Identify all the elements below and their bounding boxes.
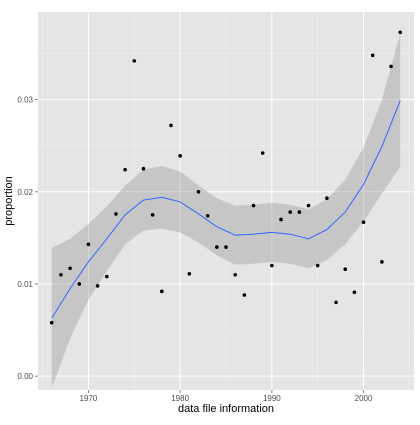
- data-point: [380, 260, 384, 264]
- x-tick-label: 1990: [263, 394, 281, 403]
- data-point: [187, 272, 192, 276]
- smooth-curve: [51, 100, 401, 319]
- data-point: [260, 151, 265, 155]
- data-point: [398, 30, 403, 35]
- data-point: [95, 284, 100, 288]
- smooth-line: [51, 100, 401, 319]
- data-point: [59, 272, 63, 277]
- data-point: [150, 213, 155, 217]
- data-point: [306, 203, 311, 208]
- data-point: [251, 203, 256, 208]
- x-tick-label: 1980: [171, 394, 189, 403]
- x-tick-label: 2000: [355, 394, 373, 403]
- y-tick-label: 0.03: [17, 96, 33, 105]
- y-axis-title: proportion: [3, 176, 15, 226]
- data-point: [325, 196, 329, 201]
- data-point: [196, 189, 201, 194]
- y-axis-ticks: 0.00 0.01 0.02 0.03: [17, 96, 38, 381]
- data-point: [215, 245, 219, 249]
- data-point: [370, 53, 375, 58]
- y-tick-label: 0.00: [17, 372, 33, 381]
- data-point: [343, 267, 348, 272]
- data-point: [132, 59, 137, 63]
- data-point: [361, 220, 366, 225]
- data-point: [242, 293, 247, 297]
- data-point: [123, 167, 127, 172]
- data-point: [352, 290, 357, 295]
- y-tick-label: 0.02: [17, 188, 33, 197]
- confidence-ribbon: [51, 34, 401, 389]
- data-point: [224, 245, 228, 249]
- data-point: [389, 64, 393, 69]
- data-point: [315, 263, 320, 268]
- grid-major: [38, 12, 414, 390]
- grid-minor: [38, 12, 414, 390]
- data-point: [270, 263, 274, 268]
- data-point: [334, 300, 338, 305]
- x-axis-ticks: 1970 1980 1990 2000: [80, 390, 373, 403]
- data-point: [141, 166, 146, 171]
- x-tick-label: 1970: [80, 394, 98, 403]
- confidence-band: [51, 34, 401, 389]
- data-point: [49, 320, 54, 325]
- data-point: [279, 217, 283, 222]
- data-point: [160, 289, 164, 294]
- x-axis-title: data file information: [178, 403, 274, 415]
- data-points: [49, 30, 403, 325]
- data-point: [233, 272, 237, 277]
- data-point: [114, 212, 118, 216]
- data-point: [178, 154, 182, 158]
- y-tick-label: 0.01: [17, 280, 33, 289]
- data-point: [169, 123, 173, 128]
- data-point: [104, 274, 109, 279]
- data-point: [77, 282, 82, 286]
- data-point: [297, 210, 302, 214]
- data-point: [68, 266, 72, 271]
- data-point: [205, 213, 210, 218]
- data-point: [288, 210, 292, 214]
- data-point: [86, 242, 91, 247]
